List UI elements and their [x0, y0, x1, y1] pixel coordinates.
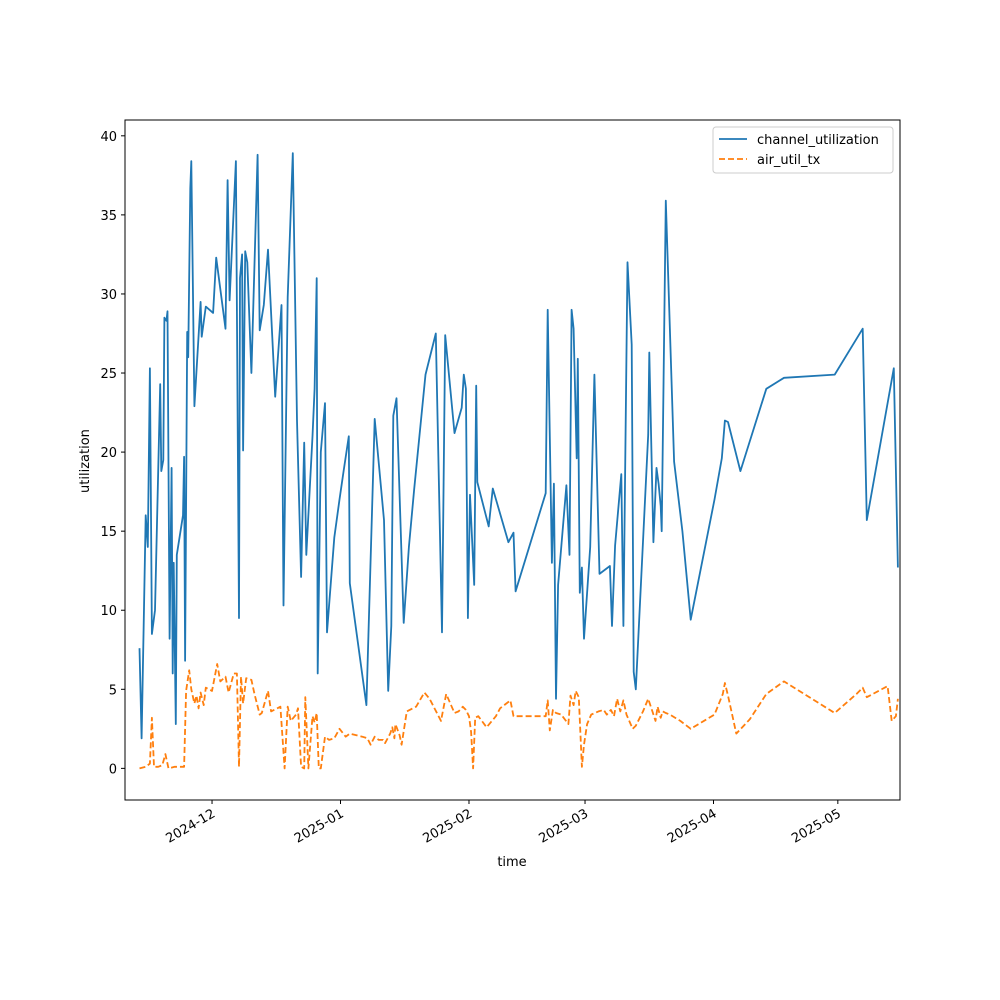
- y-tick-label: 15: [100, 525, 117, 540]
- legend-label-channel-utilization: channel_utilization: [757, 133, 879, 148]
- y-tick-label: 40: [100, 130, 117, 145]
- y-tick-label: 10: [100, 604, 117, 619]
- y-tick-label: 35: [100, 209, 117, 224]
- y-tick-label: 0: [109, 762, 117, 777]
- plot-frame: [124, 119, 901, 801]
- y-tick-label: 25: [100, 367, 117, 382]
- y-tick-label: 30: [100, 288, 117, 303]
- y-tick-label: 5: [109, 683, 117, 698]
- series-line-channel-utilization: [138, 152, 899, 740]
- legend-label-air-util-tx: air_util_tx: [757, 153, 821, 168]
- y-tick-label: 20: [100, 446, 117, 461]
- y-axis-label: utilization: [78, 429, 93, 493]
- series-layer: [138, 152, 899, 770]
- x-axis-label: time: [497, 855, 526, 870]
- legend-box: [712, 126, 894, 174]
- legend: channel_utilization air_util_tx: [712, 126, 894, 174]
- series-line-air-util-tx: [139, 663, 899, 770]
